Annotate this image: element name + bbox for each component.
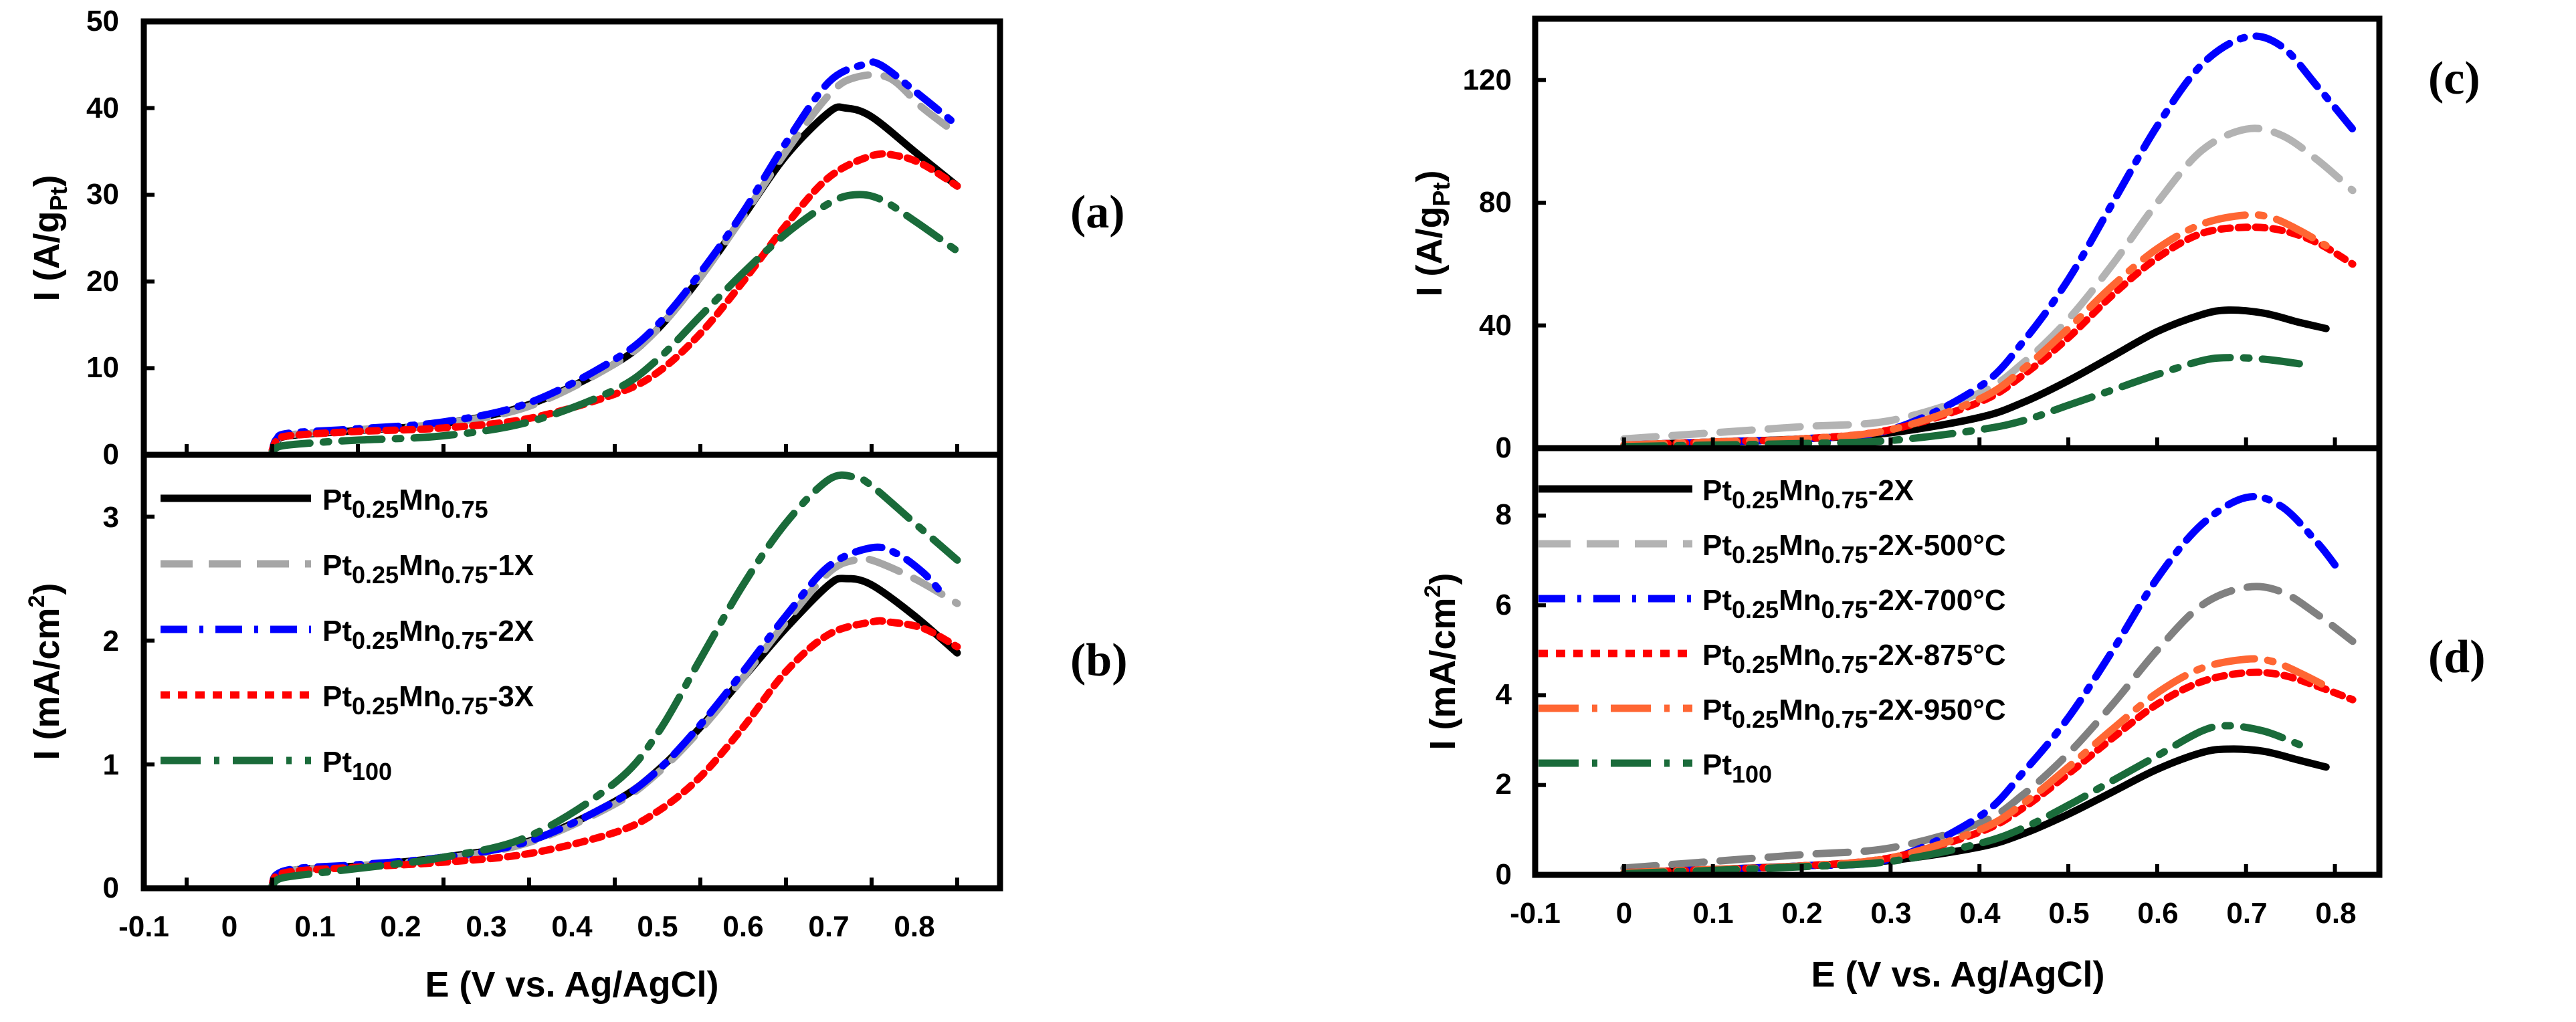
left-xtick-9: 0.8 [894, 910, 934, 943]
panel-b-ytick-1: 1 [103, 748, 119, 781]
panel-d-ytick-2: 2 [1496, 768, 1512, 801]
panel-d-plot: 0 2 4 6 8 I (mA/cm2) (d) Pt0.25Mn0.75-2X… [1420, 445, 2486, 995]
panel-c-series-line-1 [1620, 124, 2357, 443]
legend-right [1539, 485, 1692, 767]
panel-b-ytick-3: 3 [103, 501, 119, 534]
panel-a-plot: 0 10 20 30 40 50 I (A/gPt) (a) [27, 5, 1125, 471]
right-xtick-4: 0.3 [1870, 897, 1911, 930]
panel-c-tick-marks [1533, 78, 2337, 450]
legend-left-label-2: Pt0.25Mn0.75-2X [322, 615, 534, 654]
panel-b-ytick-2: 2 [103, 625, 119, 657]
panel-b-tick-marks [144, 514, 959, 890]
panel-a-ytick-0: 0 [103, 438, 119, 471]
legend-left-label-4: Pt100 [322, 746, 392, 785]
panel-c-series-line-0 [1620, 306, 2330, 449]
panel-d-frame [1532, 445, 2383, 878]
panel-d-ytick-0: 0 [1496, 858, 1512, 891]
left-xtick-0: -0.1 [118, 910, 169, 943]
left-xtick-5: 0.4 [551, 910, 593, 943]
panel-a-series-line-3 [268, 150, 961, 454]
right-xtick-6: 0.5 [2048, 897, 2089, 930]
left-xlabel: E (V vs. Ag/AgCl) [425, 964, 718, 1005]
panel-d-series-line-5 [1620, 722, 2303, 878]
panel-c-series-line-4 [1620, 211, 2330, 449]
panel-c-ytick-80: 80 [1479, 186, 1512, 219]
legend-right-label-0: Pt0.25Mn0.75-2X [1702, 474, 1914, 514]
panel-c-ylabel: I (A/gPt) [1409, 171, 1455, 297]
right-xtick-5: 0.4 [1959, 897, 2001, 930]
panel-a-ytick-20: 20 [86, 265, 119, 298]
right-xtick-1: 0 [1616, 897, 1632, 930]
panel-b-ylabel: I (mA/cm2) [24, 583, 67, 760]
panel-b-frame [140, 451, 1003, 892]
panel-a-ytick-10: 10 [86, 351, 119, 384]
legend-right-label-4: Pt0.25Mn0.75-2X-950°C [1702, 694, 2006, 733]
legend-left-label-0: Pt0.25Mn0.75 [322, 484, 488, 523]
legend-left [161, 494, 311, 764]
panel-d-ytick-6: 6 [1496, 589, 1512, 621]
panel-d-series-line-1 [1620, 583, 2357, 872]
panel-b-series-line-1 [268, 554, 961, 890]
legend-right-label-3: Pt0.25Mn0.75-2X-875°C [1702, 639, 2006, 678]
panel-c-ytick-0: 0 [1496, 431, 1512, 464]
panel-d-ytick-8: 8 [1496, 498, 1512, 531]
panel-d-ytick-4: 4 [1496, 678, 1512, 711]
panel-b-series-group [268, 471, 961, 890]
panel-b-series-line-4 [268, 471, 961, 890]
right-xtick-3: 0.2 [1781, 897, 1822, 930]
legend-left-label-1: Pt0.25Mn0.75-1X [322, 549, 534, 589]
right-xlabel: E (V vs. Ag/AgCl) [1811, 954, 2104, 995]
right-xtick-7: 0.6 [2137, 897, 2178, 930]
legend-right-label-2: Pt0.25Mn0.75-2X-700°C [1702, 584, 2006, 623]
panel-a-series-line-2 [268, 58, 961, 454]
panel-c-frame [1532, 15, 2383, 451]
panel-b-tag: (b) [1070, 635, 1128, 686]
panel-a-series-line-4 [268, 191, 961, 456]
right-xtick-0: -0.1 [1510, 897, 1561, 930]
left-xtick-7: 0.6 [722, 910, 763, 943]
panel-a-ylabel: I (A/gPt) [27, 175, 72, 302]
left-xtick-4: 0.3 [466, 910, 506, 943]
panel-a-ytick-40: 40 [86, 92, 119, 124]
panel-c-series-line-2 [1620, 32, 2357, 449]
panel-a-series-group [268, 58, 961, 456]
panel-c-ytick-120: 120 [1463, 64, 1512, 96]
panel-a-ytick-30: 30 [86, 178, 119, 211]
panel-c-plot: 0 40 80 120 I (A/gPt) (c) [1409, 15, 2480, 464]
panel-d-tick-marks [1533, 513, 2337, 877]
legend-right-label-5: Pt100 [1702, 748, 1772, 788]
panel-c-series-group [1620, 32, 2357, 451]
panel-b-plot: 0 1 2 3 I (mA/cm2) (b) Pt0.25Mn0.75 Pt0.… [24, 451, 1128, 1005]
legend-right-label-1: Pt0.25Mn0.75-2X-500°C [1702, 529, 2006, 569]
panel-a-ytick-50: 50 [86, 5, 119, 37]
panel-c-tag: (c) [2428, 53, 2480, 104]
panel-d-ylabel: I (mA/cm2) [1420, 573, 1463, 750]
left-xtick-2: 0.1 [294, 910, 335, 943]
left-xtick-3: 0.2 [380, 910, 421, 943]
left-xtick-1: 0 [221, 910, 237, 943]
panel-b-ytick-0: 0 [103, 872, 119, 904]
left-xtick-6: 0.5 [637, 910, 678, 943]
panel-b-series-line-3 [268, 617, 961, 890]
right-xtick-8: 0.7 [2226, 897, 2267, 930]
panel-c-series-line-5 [1620, 354, 2303, 451]
panel-a-tag: (a) [1070, 187, 1125, 238]
left-xtick-8: 0.7 [808, 910, 849, 943]
legend-left-label-3: Pt0.25Mn0.75-3X [322, 680, 534, 720]
panel-c-ytick-40: 40 [1479, 309, 1512, 342]
right-xtick-9: 0.8 [2315, 897, 2356, 930]
panel-d-tag: (d) [2428, 631, 2486, 683]
right-xtick-2: 0.1 [1692, 897, 1733, 930]
